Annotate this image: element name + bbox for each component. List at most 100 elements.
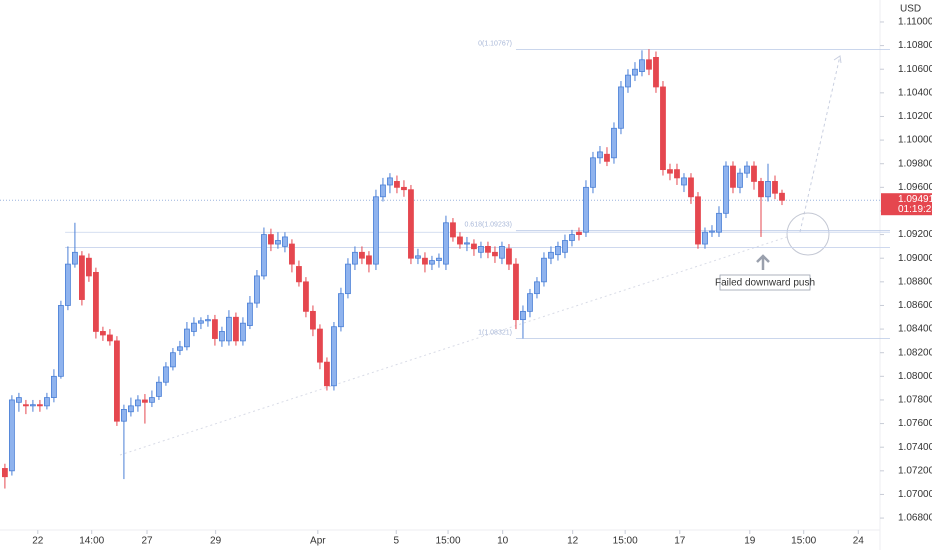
candle-body bbox=[625, 74, 631, 88]
candle-body bbox=[9, 399, 15, 472]
candle-body bbox=[562, 240, 568, 253]
candle-body bbox=[373, 196, 379, 265]
candle-body bbox=[730, 165, 736, 188]
y-tick-label: 1.09000 bbox=[898, 253, 932, 264]
candle-body bbox=[688, 177, 694, 198]
candle-body bbox=[156, 381, 162, 397]
annotation-arrow bbox=[756, 254, 770, 270]
candle-body bbox=[128, 405, 134, 413]
candle-body bbox=[303, 281, 309, 312]
candle-body bbox=[555, 245, 561, 256]
candle-body bbox=[604, 153, 610, 162]
x-tick-label: 19 bbox=[744, 536, 756, 547]
y-tick-label: 1.08600 bbox=[898, 300, 932, 311]
candle-body bbox=[345, 263, 351, 295]
candle-body bbox=[142, 399, 148, 403]
candle-body bbox=[422, 257, 428, 265]
fib-label: 0(1.10767) bbox=[478, 40, 512, 47]
candle-body bbox=[429, 260, 435, 265]
x-tick-label: 12 bbox=[567, 536, 579, 547]
x-tick-label: 10 bbox=[497, 536, 509, 547]
candle-body bbox=[632, 68, 638, 76]
x-tick-label: 15:00 bbox=[613, 536, 638, 547]
y-tick-label: 1.09800 bbox=[898, 158, 932, 169]
candle-body bbox=[646, 59, 652, 70]
y-tick-label: 1.11000 bbox=[898, 17, 932, 28]
candle-body bbox=[702, 231, 708, 245]
candle-body bbox=[44, 397, 50, 407]
candle-body bbox=[149, 397, 155, 403]
candle-body bbox=[331, 326, 337, 387]
candle-body bbox=[107, 334, 113, 342]
candle-body bbox=[359, 251, 365, 259]
candle-body bbox=[681, 177, 687, 186]
candle-body bbox=[317, 328, 323, 363]
candle-body bbox=[457, 236, 463, 245]
x-tick-label: 17 bbox=[674, 536, 686, 547]
candle-body bbox=[86, 257, 92, 277]
candle-body bbox=[289, 243, 295, 265]
candle-body bbox=[583, 186, 589, 233]
y-tick-label: 1.10600 bbox=[898, 64, 932, 75]
candle-body bbox=[520, 310, 526, 321]
candle-body bbox=[723, 165, 729, 214]
annotation-box bbox=[719, 274, 811, 291]
countdown-label: 01:19:28 bbox=[898, 204, 932, 215]
candle-body bbox=[471, 243, 477, 250]
candle-body bbox=[464, 242, 470, 245]
candle-body bbox=[205, 319, 211, 322]
candle-body bbox=[93, 271, 99, 332]
candle-body bbox=[569, 234, 575, 241]
candle-body bbox=[261, 234, 267, 277]
fib-label: 1(1.08321) bbox=[478, 329, 512, 336]
candle-body bbox=[401, 186, 407, 191]
last-price-tag bbox=[881, 193, 932, 216]
candle-body bbox=[716, 212, 722, 233]
candle-body bbox=[324, 361, 330, 387]
candle-body bbox=[534, 281, 540, 295]
candle-body bbox=[100, 331, 106, 336]
y-tick-label: 1.07000 bbox=[898, 489, 932, 500]
annotation-text: Failed downward push bbox=[715, 278, 815, 289]
candle-body bbox=[478, 245, 484, 253]
candle-body bbox=[191, 322, 197, 332]
x-tick-label: 29 bbox=[210, 536, 222, 547]
candle-body bbox=[170, 352, 176, 368]
candle-body bbox=[240, 322, 246, 342]
candle-body bbox=[443, 222, 449, 265]
candle-body bbox=[772, 181, 778, 194]
candle-body bbox=[485, 245, 491, 253]
currency-label: USD bbox=[900, 4, 921, 15]
candle-body bbox=[212, 319, 218, 339]
candle-body bbox=[597, 151, 603, 159]
candle-body bbox=[30, 404, 36, 407]
candle-body bbox=[737, 172, 743, 188]
candle-body bbox=[268, 234, 274, 245]
y-tick-label: 1.07800 bbox=[898, 395, 932, 406]
y-tick-label: 1.09600 bbox=[898, 182, 932, 193]
candle-body bbox=[275, 240, 281, 245]
candle-body bbox=[226, 316, 232, 342]
x-tick-label: 22 bbox=[32, 536, 44, 547]
candle-body bbox=[541, 257, 547, 283]
candle-body bbox=[667, 169, 673, 174]
x-tick-label: 15:00 bbox=[791, 536, 816, 547]
candle-body bbox=[163, 366, 169, 383]
candle-body bbox=[758, 181, 764, 198]
x-tick-label: 27 bbox=[141, 536, 153, 547]
candle-body bbox=[296, 266, 302, 283]
y-tick-label: 1.08400 bbox=[898, 324, 932, 335]
candle-body bbox=[492, 251, 498, 257]
candle-body bbox=[79, 255, 85, 300]
candle-body bbox=[695, 196, 701, 245]
x-tick-label: 5 bbox=[393, 536, 399, 547]
candle-body bbox=[618, 86, 624, 129]
y-tick-label: 1.08200 bbox=[898, 347, 932, 358]
candle-body bbox=[590, 157, 596, 188]
projection-line bbox=[799, 55, 841, 233]
candle-body bbox=[233, 316, 239, 342]
y-tick-label: 1.10400 bbox=[898, 87, 932, 98]
y-tick-label: 1.08800 bbox=[898, 276, 932, 287]
candle-body bbox=[177, 346, 183, 351]
